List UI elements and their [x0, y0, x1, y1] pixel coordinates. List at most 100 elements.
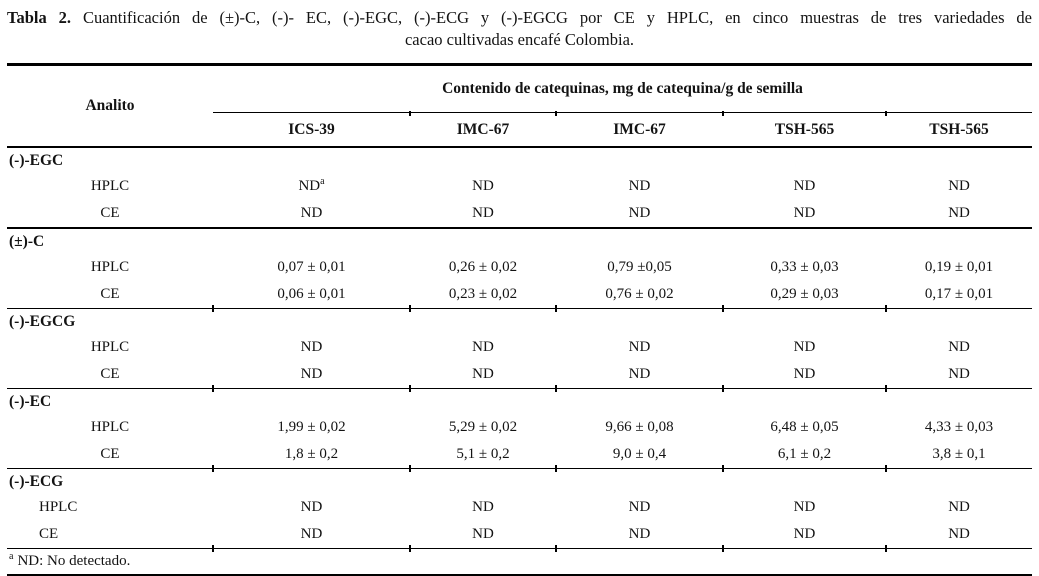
footnote-row: a ND: No detectado.: [7, 545, 1033, 575]
spacer-cell: [885, 545, 1033, 575]
method-label: HPLC: [90, 259, 130, 275]
method-label: HPLC: [90, 339, 130, 355]
value-cell: ND: [300, 366, 323, 382]
spacer-cell: [886, 147, 1032, 173]
analyte-label: (-)-ECG: [7, 468, 213, 494]
value-cell: ND: [472, 205, 494, 221]
spacer-cell: [409, 465, 556, 494]
spacer-cell: [213, 227, 410, 254]
spacer-cell: [555, 545, 723, 575]
value-cell: ND: [472, 499, 494, 515]
method-label: CE: [39, 526, 59, 542]
value-cell: 0,06 ± 0,01: [277, 286, 346, 302]
spacer-cell: [410, 147, 556, 173]
footnote-text: ND: No detectado.: [17, 553, 131, 569]
method-label: HPLC: [39, 499, 78, 515]
spacer-cell: [555, 465, 723, 494]
method-label: CE: [100, 446, 120, 462]
value-cell: 6,48 ± 0,05: [770, 419, 839, 435]
analyte-section-row: (-)-EGC: [7, 147, 1032, 173]
value-cell: ND: [948, 205, 970, 221]
spacer-cell: [722, 545, 886, 575]
value-cell: ND: [948, 499, 970, 515]
value-cell: ND: [948, 178, 970, 194]
method-label: HPLC: [90, 419, 130, 435]
analyte-section-row: (-)-EGCG: [7, 305, 1033, 334]
spacer-cell: [212, 305, 410, 334]
value-cell: ND: [948, 366, 970, 382]
value-cell: 0,33 ± 0,03: [770, 259, 839, 275]
value-cell: ND: [628, 205, 651, 221]
table-caption-line1: Tabla 2. Cuantificación de (±)-C, (-)- E…: [7, 7, 1032, 29]
value-cell: ND: [793, 339, 816, 355]
data-row: HPLC 0,07 ± 0,01 0,26 ± 0,02 0,79 ±0,05 0,33…: [7, 254, 1032, 281]
data-row: CE ND ND ND ND ND: [7, 521, 1032, 549]
sample-column-header: IMC-67: [409, 110, 556, 148]
value-cell: 0,76 ± 0,02: [605, 286, 674, 302]
value-cell: ND: [793, 526, 816, 542]
value-cell: ND: [628, 526, 651, 542]
sample-column-header: IMC-67: [555, 110, 723, 148]
analyte-label: (-)-EC: [7, 388, 213, 414]
value-cell: ND: [628, 178, 651, 194]
method-label: CE: [100, 205, 120, 221]
value-cell: ND: [948, 339, 970, 355]
spacer-cell: [886, 227, 1033, 254]
spacer-cell: [722, 305, 886, 334]
value-cell: 5,1 ± 0,2: [456, 446, 510, 462]
spacer-cell: [212, 385, 410, 414]
spacer-cell: [212, 465, 410, 494]
value-cell: ND: [472, 339, 494, 355]
value-cell: 1,99 ± 0,02: [277, 419, 346, 435]
spacer-cell: [723, 227, 886, 254]
footnote-marker: a: [320, 176, 325, 187]
spacer-cell: [555, 385, 723, 414]
spacer-cell: [723, 147, 886, 173]
spacer-cell: [556, 227, 723, 254]
footnote: a ND: No detectado.: [7, 548, 213, 575]
spacer-cell: [556, 147, 723, 173]
spacer-cell: [885, 465, 1033, 494]
spacer-cell: [555, 305, 723, 334]
value-cell: ND: [628, 339, 651, 355]
value-cell: ND: [793, 205, 816, 221]
value-cell: ND: [300, 205, 323, 221]
value-cell: ND: [472, 178, 494, 194]
spacer-cell: [885, 385, 1033, 414]
value-cell: ND: [300, 339, 323, 355]
value-cell: ND: [793, 178, 816, 194]
analyte-section-row: (-)-ECG: [7, 465, 1033, 494]
value-cell: 0,17 ± 0,01: [924, 286, 994, 302]
value-cell: 9,0 ± 0,4: [612, 446, 667, 462]
value-cell: ND: [300, 499, 323, 515]
value-cell: ND: [472, 526, 494, 542]
value-cell: 9,66 ± 0,08: [605, 419, 674, 435]
data-row: HPLC 1,99 ± 0,02 5,29 ± 0,02 9,66 ± 0,08 6,4…: [7, 414, 1032, 441]
spacer-cell: [885, 305, 1033, 334]
data-row: HPLC ND ND ND ND ND: [7, 334, 1032, 361]
value-cell: 3,8 ± 0,1: [932, 446, 986, 462]
method-label: CE: [100, 286, 120, 302]
data-row: HPLC ND ND ND ND ND: [7, 494, 1032, 521]
value-cell: 0,79 ±0,05: [607, 259, 672, 275]
table-caption-text: Cuantificación de (±)-C, (-)- EC, (-)-EG…: [82, 8, 1032, 27]
header-row-samples: ICS-39 IMC-67 IMC-67 TSH-565 TSH-565: [7, 110, 1033, 148]
value-cell: 4,33 ± 0,03: [924, 419, 994, 435]
sample-column-header: TSH-565: [885, 110, 1033, 148]
data-row: HPLC NDa ND ND ND ND: [7, 173, 1032, 200]
sample-column-header: TSH-565: [722, 110, 886, 148]
spacer-cell: [409, 385, 556, 414]
value-cell: ND: [300, 526, 323, 542]
data-row: CE 0,06 ± 0,01 0,23 ± 0,02 0,76 ± 0,02 0,29 …: [7, 281, 1032, 309]
value-cell: NDa: [298, 176, 325, 195]
table-caption-label: Tabla 2.: [7, 8, 72, 27]
value-cell: 0,19 ± 0,01: [924, 259, 994, 275]
spacer-cell: [722, 465, 886, 494]
value-cell: 0,23 ± 0,02: [448, 286, 518, 302]
value-cell: ND: [628, 499, 651, 515]
analyte-label: (-)-EGC: [9, 151, 64, 169]
footnote-marker: a: [9, 551, 14, 562]
sample-column-header: ICS-39: [213, 112, 410, 148]
column-header-analito: Analito: [7, 64, 213, 148]
column-group-header: Contenido de catequinas, mg de catequina…: [213, 64, 1033, 113]
